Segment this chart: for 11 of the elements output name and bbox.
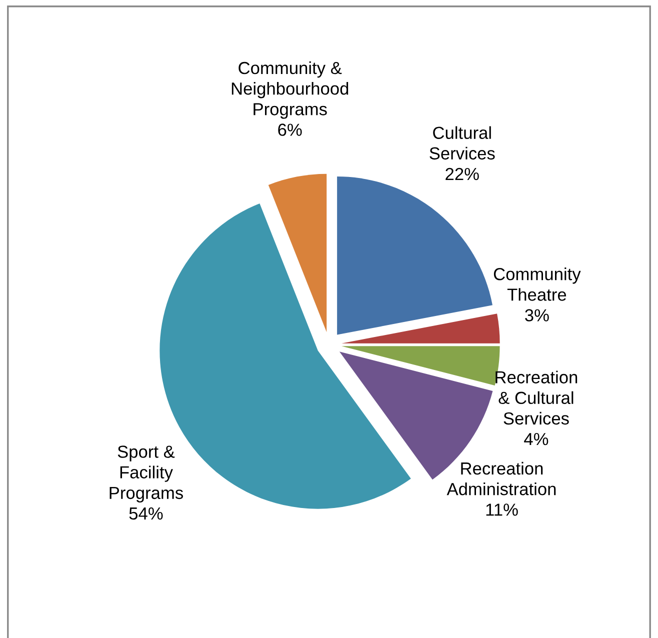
slice-label: Community & Neighbourhood Programs — [232, 61, 348, 119]
data-label: 6% — [278, 124, 302, 136]
data-label: 3% — [525, 309, 549, 322]
data-label: 11% — [486, 504, 518, 516]
slice-label: Cultural Services — [430, 126, 495, 160]
data-label: 54% — [129, 507, 163, 520]
slice-label: Recreation Administration — [446, 462, 556, 496]
slice-label: Sport & Facility Programs — [110, 446, 183, 502]
slice-label: Community Theatre — [494, 268, 581, 301]
data-label: 22% — [446, 168, 479, 180]
data-label: 4% — [524, 432, 548, 446]
